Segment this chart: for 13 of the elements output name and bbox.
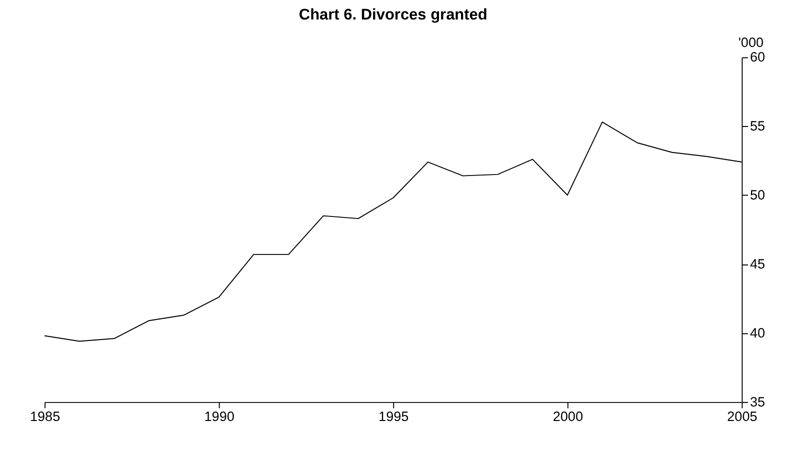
y-tick-label: 55 (750, 118, 766, 134)
x-tick-label: 1990 (204, 408, 234, 424)
x-tick-label: 2000 (552, 408, 583, 424)
y-tick-label: 35 (750, 394, 766, 410)
x-tick-label: 1995 (378, 408, 409, 424)
y-tick-label: 40 (750, 325, 766, 340)
y-tick-label: 45 (750, 256, 766, 272)
y-tick-label: 60 (750, 50, 766, 65)
y-tick-label: 50 (750, 187, 766, 202)
x-tick-label: 1985 (30, 408, 60, 424)
chart-title: Chart 6. Divorces granted (298, 6, 488, 24)
y-axis-title: '000 (738, 35, 764, 50)
x-tick-label: 2005 (727, 408, 758, 424)
